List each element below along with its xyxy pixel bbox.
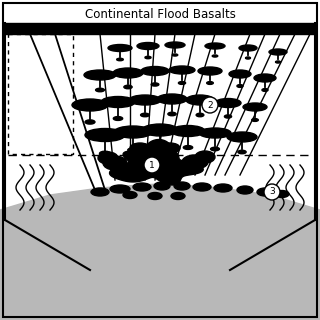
Ellipse shape	[237, 84, 243, 87]
Ellipse shape	[137, 43, 159, 50]
Ellipse shape	[113, 68, 143, 78]
Ellipse shape	[114, 126, 152, 138]
Ellipse shape	[128, 148, 138, 152]
Ellipse shape	[72, 99, 108, 111]
Ellipse shape	[239, 45, 257, 51]
Ellipse shape	[193, 183, 211, 191]
Ellipse shape	[160, 143, 180, 153]
Circle shape	[202, 97, 218, 113]
Ellipse shape	[186, 95, 214, 105]
Text: 1: 1	[149, 161, 155, 170]
Ellipse shape	[276, 61, 280, 63]
Ellipse shape	[124, 85, 132, 89]
Ellipse shape	[254, 74, 276, 82]
Ellipse shape	[174, 182, 190, 190]
Ellipse shape	[103, 156, 127, 170]
Ellipse shape	[113, 116, 123, 120]
Ellipse shape	[171, 193, 185, 199]
Ellipse shape	[243, 103, 267, 111]
Ellipse shape	[85, 129, 125, 141]
Ellipse shape	[130, 143, 150, 153]
Ellipse shape	[84, 70, 116, 80]
Ellipse shape	[133, 183, 151, 191]
Ellipse shape	[155, 145, 165, 149]
Ellipse shape	[123, 191, 137, 198]
Ellipse shape	[96, 88, 104, 92]
Ellipse shape	[275, 190, 289, 197]
Circle shape	[264, 184, 280, 200]
Bar	[8, 34, 73, 154]
Ellipse shape	[237, 186, 253, 194]
Polygon shape	[0, 184, 320, 320]
Ellipse shape	[215, 99, 241, 108]
Ellipse shape	[98, 152, 118, 164]
Ellipse shape	[245, 57, 251, 59]
Ellipse shape	[172, 54, 178, 56]
Ellipse shape	[224, 115, 232, 118]
Circle shape	[144, 157, 160, 173]
Ellipse shape	[101, 97, 135, 108]
Ellipse shape	[142, 124, 178, 136]
Polygon shape	[109, 140, 203, 185]
Ellipse shape	[154, 182, 170, 190]
Ellipse shape	[212, 55, 218, 57]
Ellipse shape	[129, 95, 161, 105]
Ellipse shape	[157, 94, 187, 104]
Ellipse shape	[195, 151, 215, 163]
Ellipse shape	[207, 82, 213, 84]
Ellipse shape	[252, 119, 258, 121]
Ellipse shape	[179, 82, 186, 84]
Ellipse shape	[91, 188, 109, 196]
Ellipse shape	[183, 146, 193, 149]
Ellipse shape	[165, 42, 185, 48]
Ellipse shape	[198, 67, 222, 75]
Ellipse shape	[182, 155, 208, 169]
Ellipse shape	[148, 193, 162, 199]
Ellipse shape	[214, 184, 232, 192]
Ellipse shape	[85, 120, 95, 124]
Ellipse shape	[169, 66, 195, 74]
Ellipse shape	[269, 49, 287, 55]
Ellipse shape	[151, 83, 159, 86]
Ellipse shape	[199, 128, 231, 138]
Ellipse shape	[140, 113, 149, 117]
Ellipse shape	[110, 185, 130, 193]
Ellipse shape	[171, 125, 205, 137]
Ellipse shape	[211, 147, 220, 151]
Ellipse shape	[168, 112, 176, 116]
Ellipse shape	[229, 70, 251, 78]
Ellipse shape	[145, 56, 151, 59]
Polygon shape	[5, 23, 315, 34]
Ellipse shape	[141, 146, 169, 158]
Ellipse shape	[257, 188, 273, 196]
Ellipse shape	[262, 89, 268, 92]
Ellipse shape	[238, 150, 246, 154]
Text: 2: 2	[207, 100, 213, 109]
Text: Continental Flood Basalts: Continental Flood Basalts	[84, 8, 236, 21]
Ellipse shape	[108, 44, 132, 52]
Ellipse shape	[141, 67, 169, 76]
Ellipse shape	[117, 58, 123, 61]
Ellipse shape	[196, 113, 204, 117]
Ellipse shape	[100, 151, 110, 156]
Ellipse shape	[205, 43, 225, 49]
Ellipse shape	[227, 132, 257, 142]
Text: 3: 3	[269, 188, 275, 196]
